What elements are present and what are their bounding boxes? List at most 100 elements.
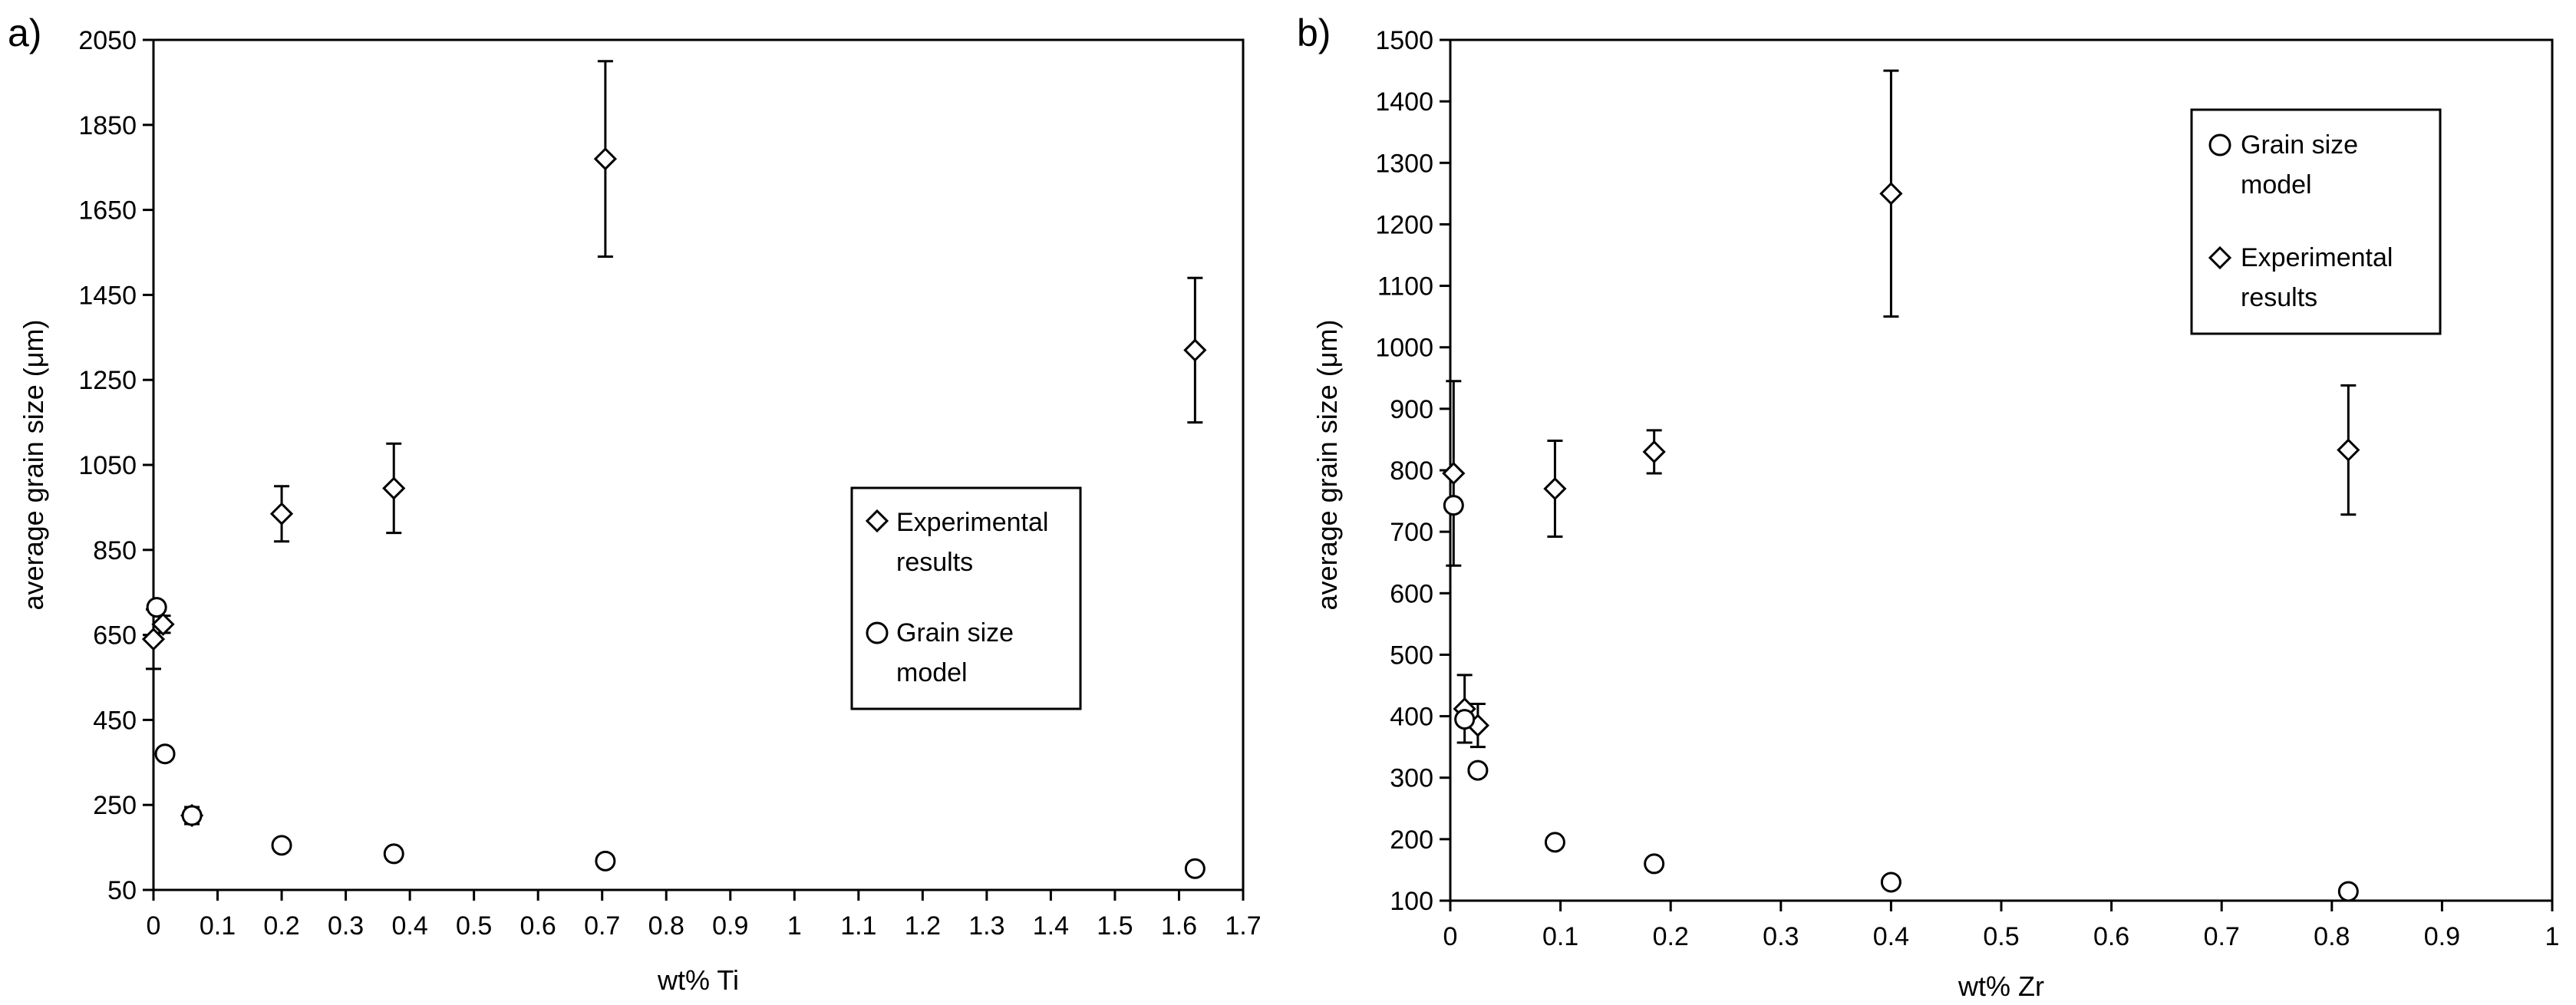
grain-size-model-point bbox=[383, 843, 404, 865]
grain-size-model-point bbox=[1467, 760, 1489, 781]
x-tick-label: 0.3 bbox=[1763, 922, 1799, 951]
legend-label-line: model bbox=[896, 658, 968, 687]
x-tick-label: 1.6 bbox=[1161, 911, 1197, 941]
x-tick-label: 0.6 bbox=[520, 911, 556, 941]
experimental-result-point bbox=[1543, 476, 1567, 501]
grain-size-model-point bbox=[1184, 858, 1206, 879]
x-tick-label: 0.9 bbox=[712, 911, 748, 941]
y-tick-label: 500 bbox=[1390, 641, 1433, 670]
experimental-result-point bbox=[2337, 438, 2360, 462]
experimental-result-point bbox=[593, 147, 618, 171]
experimental-result-point bbox=[1442, 461, 1466, 486]
legend-circle-marker bbox=[2208, 133, 2231, 157]
legend-label-line: Grain size bbox=[896, 618, 1014, 647]
y-tick-label: 650 bbox=[93, 621, 137, 651]
legend-box bbox=[2190, 108, 2442, 335]
panel-label: a) bbox=[8, 12, 41, 54]
plot-marks bbox=[1442, 69, 2360, 902]
y-axis-ticks: 100 200 300 400 500 600 700 800 900 1000 1100 1200 1… bbox=[1375, 26, 1450, 916]
x-tick-label: 0.4 bbox=[1873, 922, 1909, 951]
x-tick-label: 0.1 bbox=[200, 911, 236, 941]
x-axis-label: wt% Zr bbox=[1958, 970, 2044, 1002]
experimental-result-point bbox=[1879, 182, 1903, 206]
y-tick-label: 1100 bbox=[1377, 272, 1433, 302]
grain-size-model-point bbox=[271, 835, 292, 856]
x-tick-label: 0.4 bbox=[391, 911, 427, 941]
y-tick-label: 1250 bbox=[78, 366, 137, 395]
x-tick-label: 0.2 bbox=[1653, 922, 1689, 951]
y-tick-label: 1650 bbox=[78, 196, 137, 226]
experimental-result-point bbox=[1183, 338, 1207, 362]
legend-box bbox=[850, 486, 1082, 710]
y-tick-label: 1450 bbox=[78, 281, 137, 310]
y-tick-label: 1200 bbox=[1375, 210, 1433, 239]
y-axis-label: average grain size (μm) bbox=[1311, 320, 1343, 611]
y-tick-label: 800 bbox=[1390, 456, 1433, 486]
x-tick-label: 0.5 bbox=[456, 911, 492, 941]
grain-size-model-point bbox=[595, 850, 616, 872]
x-axis-label: wt% Ti bbox=[657, 964, 739, 996]
y-tick-label: 450 bbox=[93, 706, 137, 735]
x-tick-label: 1.2 bbox=[905, 911, 941, 941]
legend: Experimental results Grain size model bbox=[850, 486, 1082, 710]
grain-size-model-point bbox=[2337, 881, 2359, 902]
experimental-result-point bbox=[1642, 440, 1666, 464]
x-tick-label: 0.7 bbox=[2204, 922, 2240, 951]
x-tick-label: 1.4 bbox=[1033, 911, 1069, 941]
experimental-result-point bbox=[382, 476, 406, 500]
x-tick-label: 0.5 bbox=[1983, 922, 2019, 951]
legend-diamond-marker bbox=[2208, 245, 2232, 270]
x-tick-label: 0.1 bbox=[1542, 922, 1578, 951]
legend-label-line: results bbox=[896, 548, 973, 577]
y-tick-label: 200 bbox=[1390, 825, 1433, 855]
x-tick-label: 1.3 bbox=[968, 911, 1004, 941]
legend-diamond-marker bbox=[865, 509, 889, 533]
grain-size-model-point bbox=[1644, 853, 1665, 875]
grain-size-model-point bbox=[181, 805, 203, 826]
x-tick-label: 0.2 bbox=[263, 911, 299, 941]
y-tick-label: 900 bbox=[1390, 395, 1433, 424]
x-tick-label: 1.1 bbox=[840, 911, 876, 941]
grain-size-model-point bbox=[1544, 832, 1565, 853]
y-tick-label: 700 bbox=[1390, 518, 1433, 547]
x-tick-label: 0.3 bbox=[328, 911, 364, 941]
grain-size-model-point bbox=[1454, 709, 1476, 730]
experimental-result-point bbox=[151, 612, 175, 636]
y-tick-label: 50 bbox=[107, 876, 137, 905]
y-axis-ticks: 50 250 450 650 850 1050 1250 1450 1650 1850 2050 bbox=[78, 26, 153, 905]
legend-label-line: model bbox=[2241, 170, 2312, 199]
plot-marks bbox=[141, 60, 1207, 879]
x-tick-label: 0.7 bbox=[584, 911, 620, 941]
x-tick-label: 1.5 bbox=[1097, 911, 1133, 941]
y-tick-label: 2050 bbox=[78, 26, 137, 55]
experimental-result-point bbox=[269, 502, 294, 526]
x-tick-label: 0.6 bbox=[2093, 922, 2129, 951]
y-tick-label: 1050 bbox=[78, 451, 137, 480]
x-tick-label: 1 bbox=[787, 911, 802, 941]
x-tick-label: 0.9 bbox=[2424, 922, 2460, 951]
grain-size-model-point bbox=[1880, 872, 1901, 893]
experimental-result-point bbox=[141, 628, 166, 651]
panel-b: b) 100 200 300 400 500 600 700 800 900 1000 1100 12… bbox=[1297, 12, 2559, 1002]
y-tick-label: 850 bbox=[93, 536, 137, 565]
legend-label-line: Experimental bbox=[2241, 243, 2393, 272]
y-tick-label: 600 bbox=[1390, 579, 1433, 608]
x-tick-label: 0 bbox=[1443, 922, 1458, 951]
legend-label-line: results bbox=[2241, 283, 2317, 312]
legend-circle-marker bbox=[866, 621, 889, 644]
panel-a: a) 50 250 450 650 850 1050 1250 1450 1650 1850 205… bbox=[8, 12, 1262, 996]
panel-label: b) bbox=[1297, 12, 1331, 54]
y-tick-label: 1850 bbox=[78, 111, 137, 140]
grain-size-model-point bbox=[1443, 495, 1464, 516]
x-tick-label: 1.7 bbox=[1225, 911, 1261, 941]
y-axis-label: average grain size (μm) bbox=[18, 320, 49, 611]
x-tick-label: 0.8 bbox=[2314, 922, 2350, 951]
y-tick-label: 400 bbox=[1390, 703, 1433, 732]
grain-size-model-point bbox=[154, 743, 176, 765]
legend-label-line: Experimental bbox=[896, 508, 1048, 537]
x-axis-ticks: 0 0.1 0.2 0.3 0.4 0.5 0.6 0.7 0.8 0.9 1 1.1 1.2 1.3 1.… bbox=[147, 890, 1262, 941]
y-tick-label: 100 bbox=[1390, 887, 1433, 916]
x-tick-label: 0.8 bbox=[648, 911, 684, 941]
